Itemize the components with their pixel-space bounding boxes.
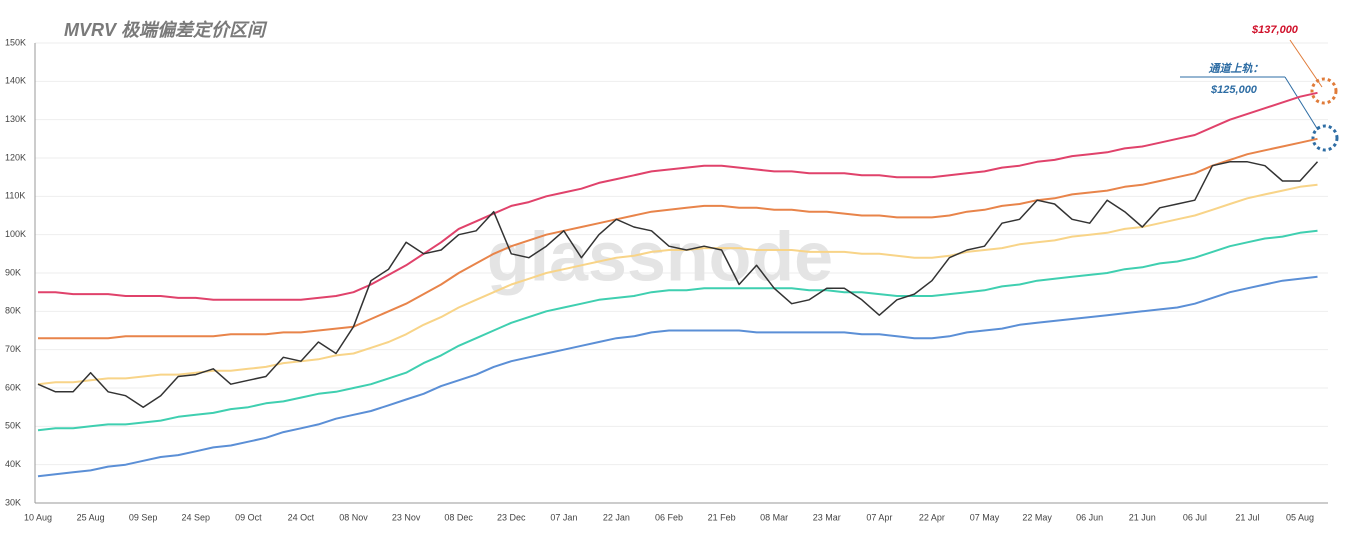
y-tick-label: 60K	[5, 382, 21, 392]
x-tick-label: 21 Jun	[1129, 512, 1156, 522]
series-line	[37, 275, 1318, 478]
highlight-circle	[1311, 124, 1339, 152]
highlight-circle	[1310, 77, 1338, 105]
x-tick-label: 10 Aug	[24, 512, 52, 522]
series-line	[37, 229, 1318, 432]
y-tick-label: 150K	[5, 37, 26, 47]
annotation: 通道上轨：	[1209, 62, 1264, 75]
x-tick-label: 08 Dec	[444, 512, 473, 522]
y-tick-label: 50K	[5, 421, 21, 431]
x-tick-label: 07 Apr	[866, 512, 892, 522]
watermark: glassnode	[487, 217, 833, 295]
x-tick-label: 07 May	[970, 512, 1000, 522]
y-tick-label: 130K	[5, 114, 26, 124]
x-tick-label: 05 Aug	[1286, 512, 1314, 522]
series-line	[37, 161, 1319, 408]
x-tick-label: 23 Nov	[392, 512, 421, 522]
arrow	[1284, 76, 1319, 131]
x-tick-label: 23 Mar	[813, 512, 841, 522]
chart-title: MVRV 极端偏差定价区间	[64, 20, 268, 40]
x-tick-label: 21 Jul	[1235, 512, 1259, 522]
y-tick-label: 90K	[5, 267, 21, 277]
x-tick-label: 08 Nov	[339, 512, 368, 522]
x-tick-label: 23 Dec	[497, 512, 526, 522]
x-tick-label: 24 Sep	[181, 512, 210, 522]
x-tick-label: 09 Sep	[129, 512, 158, 522]
y-tick-label: 70K	[5, 344, 21, 354]
y-tick-label: 110K	[5, 191, 25, 201]
x-tick-label: 08 Mar	[760, 512, 788, 522]
series-line	[37, 183, 1318, 386]
x-tick-label: 06 Jul	[1183, 512, 1207, 522]
annotation: $137,000	[1251, 24, 1299, 36]
x-tick-label: 06 Jun	[1076, 512, 1103, 522]
x-tick-label: 22 Jan	[603, 512, 630, 522]
x-tick-label: 21 Feb	[708, 512, 736, 522]
annotation: $125,000	[1210, 84, 1258, 96]
x-tick-label: 07 Jan	[550, 512, 577, 522]
series-line	[38, 91, 1318, 301]
series-line	[38, 137, 1318, 340]
y-tick-label: 40K	[5, 459, 21, 469]
x-tick-label: 22 Apr	[919, 512, 945, 522]
x-tick-label: 24 Oct	[288, 512, 315, 522]
x-tick-label: 06 Feb	[655, 512, 683, 522]
y-tick-label: 30K	[5, 497, 21, 507]
arrow	[1289, 39, 1323, 88]
x-tick-label: 09 Oct	[235, 512, 262, 522]
y-tick-label: 120K	[5, 152, 26, 162]
y-tick-label: 140K	[5, 76, 26, 86]
x-tick-label: 22 May	[1022, 512, 1052, 522]
y-tick-label: 100K	[5, 229, 26, 239]
y-tick-label: 80K	[5, 306, 21, 316]
x-tick-label: 25 Aug	[77, 512, 105, 522]
